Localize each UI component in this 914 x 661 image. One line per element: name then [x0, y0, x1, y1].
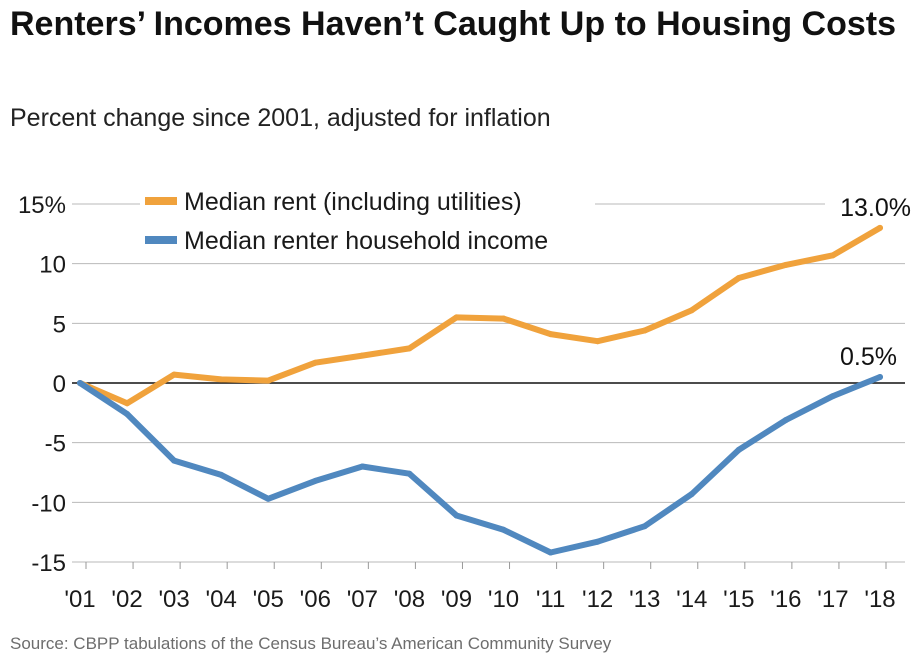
- legend-label: Median rent (including utilities): [184, 188, 522, 216]
- data-point: [453, 512, 460, 519]
- x-tick-label: '09: [441, 586, 472, 613]
- chart-title: Renters’ Incomes Haven’t Caught Up to Ho…: [10, 5, 897, 43]
- data-point: [171, 371, 178, 378]
- data-point: [641, 327, 648, 334]
- x-tick-label: '04: [206, 586, 237, 613]
- legend-swatch: [145, 236, 177, 244]
- data-point: [453, 314, 460, 321]
- y-tick-label: 0: [53, 371, 66, 398]
- data-point: [500, 526, 507, 533]
- legend-background: [140, 180, 595, 258]
- data-point: [359, 463, 366, 470]
- data-point: [359, 352, 366, 359]
- data-point: [500, 315, 507, 322]
- x-tick-label: '13: [629, 586, 660, 613]
- data-point: [829, 393, 836, 400]
- data-point: [312, 359, 319, 366]
- source-note: Source: CBPP tabulations of the Census B…: [10, 634, 612, 653]
- x-tick-label: '12: [582, 586, 613, 613]
- data-point: [171, 457, 178, 464]
- data-point: [877, 374, 883, 381]
- end-labels: 13.0% 0.5%: [825, 192, 911, 371]
- rent-end-label: 13.0%: [840, 194, 911, 222]
- y-tick-label: 15%: [18, 192, 66, 219]
- x-tick-label: '08: [394, 586, 425, 613]
- x-tick-label: '14: [676, 586, 707, 613]
- x-tick-label: '10: [488, 586, 519, 613]
- data-point: [735, 446, 742, 453]
- y-tick-label: -10: [31, 490, 66, 517]
- x-tick-label: '07: [347, 586, 378, 613]
- x-tick-label: '05: [253, 586, 284, 613]
- data-point: [406, 345, 413, 352]
- rent-series-line: [77, 224, 883, 407]
- data-point: [124, 411, 131, 418]
- x-tick-label: '17: [817, 586, 848, 613]
- data-point: [406, 470, 413, 477]
- data-point: [218, 471, 225, 478]
- x-tick-label: '06: [300, 586, 331, 613]
- data-point: [265, 495, 272, 502]
- data-point: [735, 274, 742, 281]
- data-point: [877, 224, 883, 231]
- data-point: [265, 377, 272, 384]
- end-label-background: [825, 192, 911, 222]
- legend-swatch: [145, 197, 177, 205]
- data-point: [218, 376, 225, 383]
- data-point: [594, 338, 601, 345]
- legend-label: Median renter household income: [184, 227, 548, 255]
- data-point: [688, 307, 695, 314]
- data-point: [641, 523, 648, 530]
- income-series-line: [77, 374, 883, 556]
- x-tick-label: '02: [111, 586, 142, 613]
- data-point: [688, 490, 695, 497]
- series-layer: [77, 224, 883, 556]
- data-point: [124, 400, 131, 407]
- data-point: [77, 380, 83, 386]
- income-end-label: 0.5%: [840, 343, 897, 371]
- x-tick-label: '01: [64, 586, 95, 613]
- data-point: [547, 549, 554, 556]
- chart-legend: Median rent (including utilities) Median …: [140, 180, 595, 258]
- data-point: [312, 477, 319, 484]
- chart-subtitle: Percent change since 2001, adjusted for …: [10, 104, 551, 132]
- data-point: [829, 252, 836, 259]
- data-point: [782, 261, 789, 268]
- data-point: [594, 538, 601, 545]
- y-tick-label: -15: [31, 550, 66, 577]
- x-tick-label: '15: [723, 586, 754, 613]
- end-label-background: [825, 341, 897, 371]
- x-tick-label: '03: [158, 586, 189, 613]
- y-tick-label: 5: [53, 311, 66, 338]
- y-tick-label: 10: [39, 252, 66, 279]
- x-tick-label: '18: [864, 586, 895, 613]
- x-tick-label: '11: [536, 586, 566, 613]
- data-point: [782, 416, 789, 423]
- x-tick-label: '16: [770, 586, 801, 613]
- y-tick-label: -5: [45, 431, 66, 458]
- data-point: [547, 331, 554, 338]
- axis-layer: 15% 10 5 0 -5 -10 -15 '01 '02 '03 '04 '05 '06 '07 '08 '…: [18, 192, 896, 613]
